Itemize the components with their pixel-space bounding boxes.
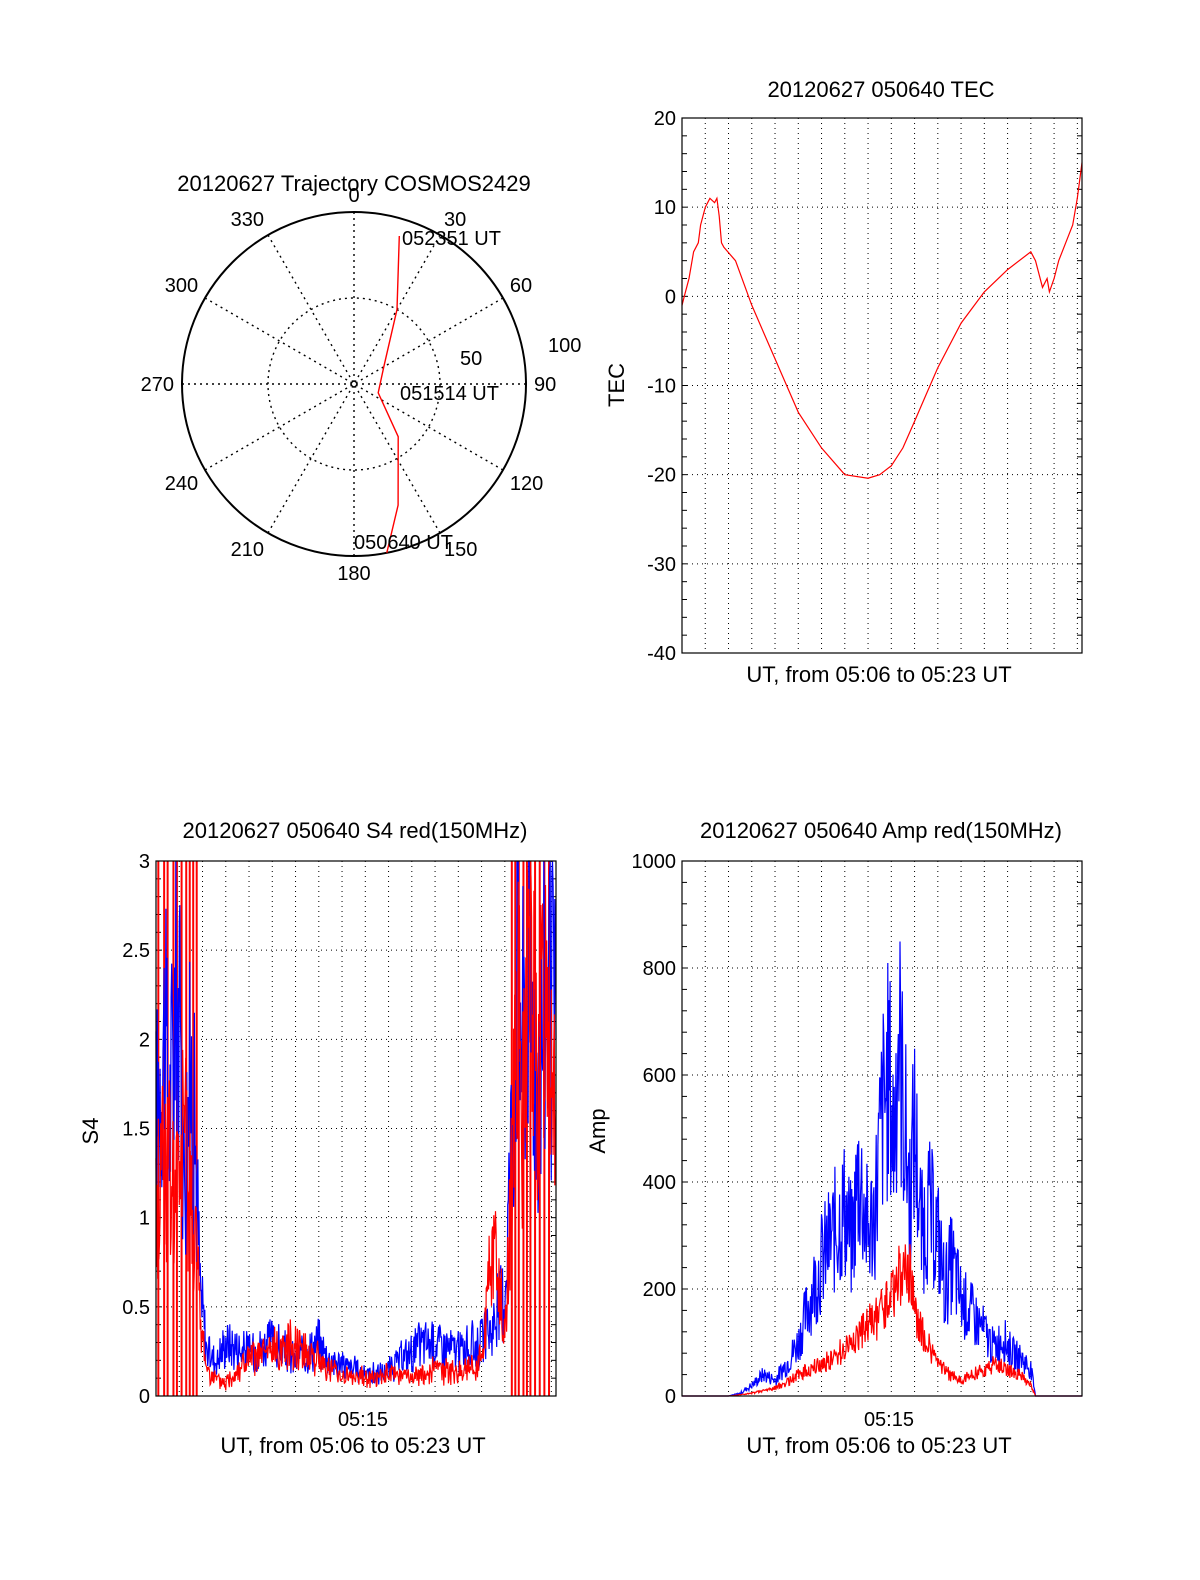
y-tick-label: 400: [643, 1172, 676, 1194]
s4-series-blue: [155, 860, 557, 1385]
s4-grid: [156, 860, 556, 1397]
y-tick-label: 200: [643, 1279, 676, 1301]
tec-series-line: [681, 162, 1083, 479]
polar-angle-label: 0: [348, 185, 359, 207]
amp-series-blue: [682, 941, 1082, 1397]
polar-angle-label: 120: [510, 473, 543, 495]
polar-radius-label-100: 100: [548, 335, 581, 357]
y-tick-label: 1.5: [122, 1119, 150, 1141]
amp-series-red: [682, 1244, 1082, 1397]
polar-angle-label: 180: [337, 563, 370, 585]
s4-x-tick-0515: 05:15: [338, 1409, 388, 1431]
y-tick-label: -30: [647, 554, 676, 576]
y-tick-label: 800: [643, 958, 676, 980]
y-tick-label: 600: [643, 1065, 676, 1087]
y-tick-label: 1000: [632, 851, 677, 873]
y-tick-label: 0: [665, 1386, 676, 1408]
y-tick-label: 10: [654, 197, 676, 219]
amp-x-label: UT, from 05:06 to 05:23 UT: [746, 1433, 1011, 1458]
polar-angle-label: 150: [444, 539, 477, 561]
polar-title: 20120627 Trajectory COSMOS2429: [177, 171, 530, 196]
tec-panel: 20120627 050640 TEC 20 10 0 -10 -20 -30 -40 UT…: [604, 77, 1083, 687]
y-tick-label: -10: [647, 376, 676, 398]
polar-trajectory-line: [377, 235, 400, 553]
polar-angle-label: 210: [231, 539, 264, 561]
tec-title: 20120627 050640 TEC: [767, 77, 994, 102]
amp-panel: 20120627 050640 Amp red(150MHz) 1000 800 6…: [585, 818, 1083, 1458]
s4-plot-frame: [155, 860, 557, 1397]
s4-y-label: S4: [78, 1118, 103, 1145]
polar-annotation-mid: 051514 UT: [400, 383, 499, 405]
polar-angle-label: 90: [534, 374, 556, 396]
polar-radius-label-50: 50: [460, 348, 482, 370]
amp-y-label: Amp: [585, 1108, 610, 1153]
polar-angle-label: 60: [510, 275, 532, 297]
polar-angle-label: 270: [141, 374, 174, 396]
y-tick-label: 2: [139, 1029, 150, 1051]
s4-panel: 20120627 050640 S4 red(150MHz) 3 2.5 2 1.5 1…: [78, 818, 557, 1458]
tec-x-label: UT, from 05:06 to 05:23 UT: [746, 662, 1011, 687]
polar-angle-label: 30: [444, 209, 466, 231]
amp-y-tick-labels: 1000 800 600 400 200 0: [632, 851, 677, 1408]
y-tick-label: 20: [654, 108, 676, 130]
y-tick-label: 0: [665, 286, 676, 308]
s4-title: 20120627 050640 S4 red(150MHz): [183, 818, 528, 843]
amp-plot-frame: [681, 860, 1083, 1397]
amp-x-tick-0515: 05:15: [864, 1409, 914, 1431]
tec-y-label: TEC: [604, 363, 629, 407]
polar-outer-circle: [181, 211, 527, 557]
polar-angle-label: 240: [165, 473, 198, 495]
s4-series-red: [155, 860, 557, 1391]
tec-y-tick-labels: 20 10 0 -10 -20 -30 -40: [647, 108, 676, 665]
polar-annotation-end: 052351 UT: [402, 228, 501, 250]
polar-angle-label: 330: [231, 209, 264, 231]
polar-trajectory-panel: 20120627 Trajectory COSMOS2429 0 30 60 90 12…: [141, 171, 582, 585]
tec-grid: [682, 117, 1082, 654]
amp-title: 20120627 050640 Amp red(150MHz): [700, 818, 1062, 843]
y-tick-label: 2.5: [122, 940, 150, 962]
polar-annotation-start: 050640 UT: [354, 532, 453, 554]
s4-y-tick-labels: 3 2.5 2 1.5 1 0.5 0: [122, 851, 150, 1408]
polar-angle-labels: 0 30 60 90 120 150 180 210 240 270 300 330: [141, 185, 557, 585]
y-tick-label: 1: [139, 1208, 150, 1230]
polar-grid: [182, 212, 526, 556]
tec-plot-frame: [681, 117, 1083, 654]
y-tick-label: 3: [139, 851, 150, 873]
y-tick-label: 0: [139, 1386, 150, 1408]
s4-x-label: UT, from 05:06 to 05:23 UT: [220, 1433, 485, 1458]
y-tick-label: -20: [647, 465, 676, 487]
polar-angle-label: 300: [165, 275, 198, 297]
y-tick-label: -40: [647, 643, 676, 665]
y-tick-label: 0.5: [122, 1297, 150, 1319]
